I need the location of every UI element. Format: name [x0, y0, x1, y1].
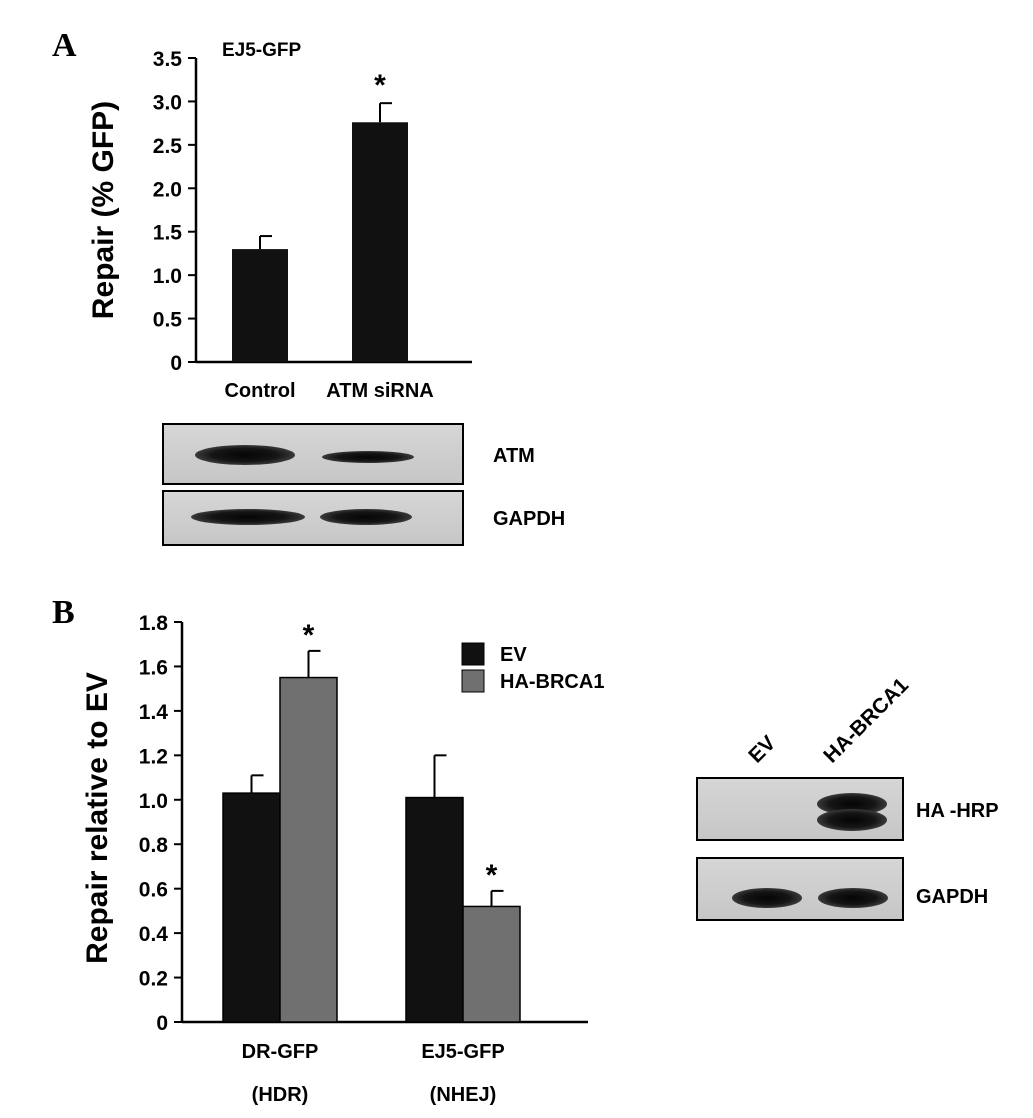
- chart-a-ytick-label: 2.5: [153, 135, 183, 158]
- chart-b-bar-ev: [222, 792, 281, 1023]
- chart-b-ytick-label: 1.4: [139, 701, 169, 724]
- blot-b: EV HA-BRCA1 HA -HRP GAPDH: [696, 674, 999, 921]
- chart-a-ytick-label: 0.5: [153, 309, 183, 332]
- blot-b-ha-hrp-band: [817, 793, 887, 815]
- panel-b-letter: B: [52, 594, 75, 631]
- blot-b-gapdh-band-ha-brca1: [818, 888, 888, 908]
- chart-a-category-label: ATM siRNA: [326, 380, 433, 402]
- blot-a: ATM GAPDH: [162, 423, 565, 546]
- chart-b-ytick-label: 0.8: [139, 834, 169, 857]
- blot-b-gapdh-band-ev: [732, 888, 802, 908]
- blot-a-label-gapdh: GAPDH: [493, 508, 565, 530]
- chart-b-ytick-label: 0: [156, 1012, 168, 1035]
- legend-swatch-ev: [461, 642, 485, 666]
- chart-b-ylabel: Repair relative to EV: [81, 672, 114, 964]
- blot-b-lane-ha-brca1: HA-BRCA1: [819, 674, 913, 768]
- chart-a-category-label: Control: [224, 380, 295, 402]
- chart-b-bar-ha-brca1: [279, 676, 338, 1023]
- chart-a-ytick-label: 1.5: [153, 222, 183, 245]
- legend-swatch-ha-brca1: [461, 669, 485, 693]
- legend-label-ha-brca1: HA-BRCA1: [500, 671, 604, 693]
- chart-a-ytick-label: 3.0: [153, 91, 182, 114]
- chart-b-category-sublabel: (NHEJ): [430, 1084, 497, 1106]
- chart-b-category-label: EJ5-GFP: [421, 1041, 504, 1063]
- chart-a: EJ5-GFP Repair (% GFP) 0 0.5 1.0 1.5 2.0 2.5 3…: [87, 40, 472, 402]
- blot-b-label-ha-hrp: HA -HRP: [916, 800, 999, 822]
- chart-a-ytick-label: 1.0: [153, 265, 182, 288]
- chart-a-ytick-label: 0: [170, 352, 182, 375]
- chart-b-bar-ha-brca1: [462, 905, 521, 1023]
- panel-a-letter: A: [52, 27, 77, 64]
- legend-label-ev: EV: [500, 644, 527, 666]
- chart-a-significance: *: [374, 69, 386, 102]
- chart-a-title: EJ5-GFP: [222, 40, 302, 61]
- chart-b-ytick-label: 1.6: [139, 656, 168, 679]
- chart-b-significance: *: [303, 619, 315, 652]
- chart-b-ytick-label: 1.2: [139, 745, 168, 768]
- chart-b-ytick-label: 0.4: [139, 923, 169, 946]
- chart-a-ytick-label: 3.5: [153, 48, 183, 71]
- chart-a-ylabel: Repair (% GFP): [87, 101, 120, 319]
- chart-b-ytick-label: 1.8: [139, 612, 169, 635]
- chart-b: Repair relative to EV 0 0.2 0.4 0.6 0.8 1.0 1.…: [81, 612, 604, 1106]
- blot-b-gapdh-panel: [696, 857, 904, 921]
- chart-a-ytick-label: 2.0: [153, 178, 182, 201]
- chart-b-bar-ev: [405, 796, 464, 1023]
- blot-a-label-atm: ATM: [493, 445, 535, 467]
- chart-b-category-sublabel: (HDR): [252, 1084, 309, 1106]
- blot-a-gapdh-band-sirna: [320, 509, 412, 525]
- chart-b-ytick-label: 0.6: [139, 879, 168, 902]
- chart-a-bar: [232, 249, 288, 362]
- chart-a-bar: [352, 122, 408, 362]
- blot-b-label-gapdh: GAPDH: [916, 886, 988, 908]
- chart-b-ytick-label: 1.0: [139, 790, 168, 813]
- blot-b-ha-hrp-band-lower: [817, 809, 887, 831]
- chart-b-ytick-label: 0.2: [139, 968, 168, 991]
- chart-b-category-label: DR-GFP: [242, 1041, 319, 1063]
- blot-a-gapdh-band-control: [191, 509, 305, 525]
- chart-b-significance: *: [486, 859, 498, 892]
- blot-b-lane-ev: EV: [744, 731, 780, 767]
- blot-a-atm-band-sirna: [322, 451, 414, 463]
- blot-a-atm-band-control: [195, 445, 295, 465]
